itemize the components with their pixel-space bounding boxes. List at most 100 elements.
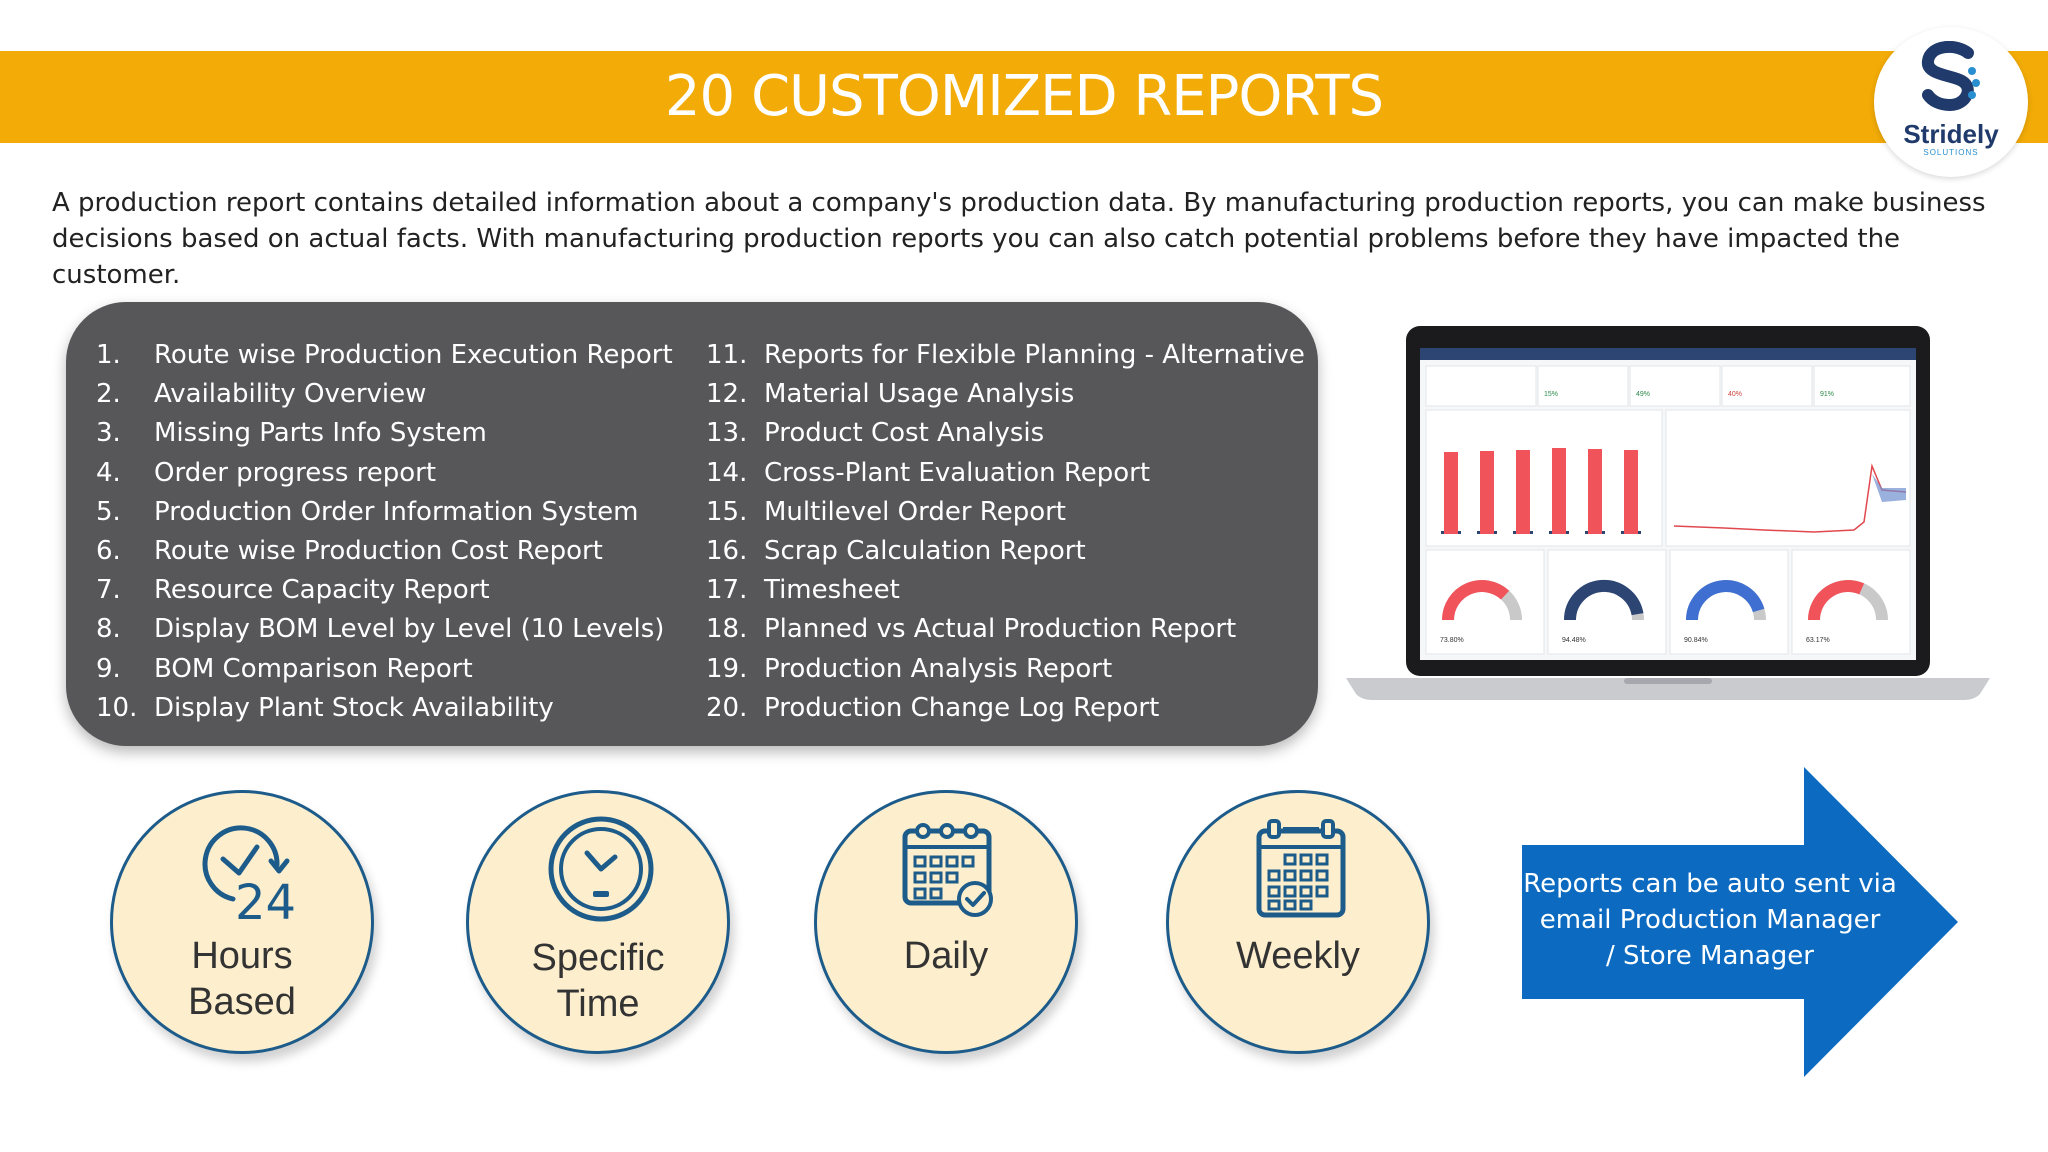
gauge-fill bbox=[1442, 580, 1510, 621]
kpi-card bbox=[1721, 365, 1813, 407]
report-number: 2. bbox=[96, 379, 121, 410]
report-label: Display Plant Stock Availability bbox=[154, 692, 554, 723]
report-item: 16. Scrap Calculation Report bbox=[706, 532, 1305, 571]
report-number: 18. bbox=[706, 614, 748, 645]
callout-text: Reports can be auto sent via email Produ… bbox=[1522, 866, 1898, 974]
stopwatch-icon bbox=[548, 816, 654, 922]
kpi-value: 49% bbox=[1636, 391, 1650, 398]
kpi-value: 15% bbox=[1544, 391, 1558, 398]
report-item: 3. Missing Parts Info System bbox=[96, 414, 673, 453]
report-number: 1. bbox=[96, 340, 121, 370]
report-label: Timesheet bbox=[764, 575, 900, 606]
logo-tagline: SOLUTIONS bbox=[1923, 148, 1979, 157]
kpi-card bbox=[1813, 365, 1911, 407]
gauge-card bbox=[1669, 549, 1789, 655]
report-item: 9. BOM Comparison Report bbox=[96, 650, 673, 689]
report-item: 14. Cross-Plant Evaluation Report bbox=[706, 454, 1305, 493]
report-item: 17. Timesheet bbox=[706, 571, 1305, 610]
reports-list-left: 1. Route wise Production Execution Report… bbox=[96, 336, 673, 728]
gauge-fill bbox=[1563, 579, 1644, 621]
report-label: Product Cost Analysis bbox=[764, 418, 1045, 449]
report-label: BOM Comparison Report bbox=[154, 653, 473, 684]
report-item: 12. Material Usage Analysis bbox=[706, 375, 1305, 414]
report-number: 20. bbox=[706, 692, 748, 723]
schedule-label: Daily bbox=[903, 935, 989, 977]
report-number: 16. bbox=[706, 535, 748, 566]
schedule-label: Weekly bbox=[1236, 935, 1360, 977]
report-number: 17. bbox=[706, 575, 748, 606]
report-number: 6. bbox=[96, 535, 121, 566]
report-number: 7. bbox=[96, 575, 121, 606]
schedule-label: Specific bbox=[531, 937, 665, 979]
schedule-label: Hours bbox=[191, 935, 293, 977]
gauge-value: 94.48% bbox=[1562, 637, 1586, 644]
kpi-row: 15% 49% 40% 91% bbox=[1425, 365, 1911, 407]
logo-s-mark-icon bbox=[1922, 41, 1980, 112]
report-label: Production Change Log Report bbox=[764, 692, 1160, 723]
report-label: Production Analysis Report bbox=[764, 653, 1113, 684]
report-number: 5. bbox=[96, 496, 121, 527]
report-item: 1. Route wise Production Execution Report bbox=[96, 336, 673, 375]
report-label: Planned vs Actual Production Report bbox=[764, 614, 1237, 645]
bar bbox=[1588, 449, 1602, 534]
report-label: Availability Overview bbox=[154, 379, 427, 410]
report-label: Material Usage Analysis bbox=[764, 379, 1075, 410]
report-item: 11. Reports for Flexible Planning - Alter… bbox=[706, 336, 1305, 375]
gauge-fill bbox=[1808, 580, 1865, 621]
schedule-specific-time: Specific Time bbox=[466, 790, 730, 1054]
callout-line: Reports can be auto sent via bbox=[1523, 869, 1897, 899]
gauge-value: 63.17% bbox=[1806, 637, 1830, 644]
reports-list-right: 11. Reports for Flexible Planning - Alter… bbox=[706, 336, 1305, 728]
laptop-base bbox=[1346, 678, 1990, 700]
report-number: 19. bbox=[706, 653, 748, 684]
line-chart-series bbox=[1673, 463, 1907, 533]
line-chart-band bbox=[1872, 474, 1906, 502]
report-item: 4. Order progress report bbox=[96, 454, 673, 493]
report-number: 15. bbox=[706, 496, 748, 527]
report-item: 15. Multilevel Order Report bbox=[706, 493, 1305, 532]
gauge-fill bbox=[1686, 580, 1765, 621]
report-item: 2. Availability Overview bbox=[96, 375, 673, 414]
logo-name: Stridely bbox=[1903, 119, 1999, 149]
report-label: Route wise Production Cost Report bbox=[154, 535, 603, 566]
report-item: 18. Planned vs Actual Production Report bbox=[706, 610, 1305, 649]
header-banner: 20 CUSTOMIZED REPORTS bbox=[0, 51, 2048, 143]
kpi-value: 40% bbox=[1728, 391, 1742, 398]
laptop-notch bbox=[1624, 678, 1712, 684]
report-label: Multilevel Order Report bbox=[764, 496, 1066, 527]
gauge-card bbox=[1791, 549, 1911, 655]
schedule-weekly: Weekly bbox=[1166, 790, 1430, 1054]
dashboard-topbar bbox=[1420, 348, 1916, 360]
report-number: 9. bbox=[96, 653, 121, 684]
gauge-value: 90.84% bbox=[1684, 637, 1708, 644]
report-number: 14. bbox=[706, 457, 748, 488]
report-label: Route wise Production Execution Report bbox=[154, 340, 673, 370]
report-item: 5. Production Order Information System bbox=[96, 493, 673, 532]
gauge-card bbox=[1425, 549, 1545, 655]
calendar-check-icon bbox=[902, 823, 993, 917]
svg-text:24: 24 bbox=[235, 875, 296, 923]
gauge-value: 73.80% bbox=[1440, 637, 1464, 644]
report-item: 10. Display Plant Stock Availability bbox=[96, 689, 673, 728]
report-item: 8. Display BOM Level by Level (10 Levels) bbox=[96, 610, 673, 649]
calendar-grid-icon bbox=[1256, 819, 1346, 918]
callout-line: / Store Manager bbox=[1606, 941, 1814, 971]
bar-chart bbox=[1441, 448, 1641, 534]
report-label: Cross-Plant Evaluation Report bbox=[764, 457, 1151, 488]
kpi-card bbox=[1629, 365, 1721, 407]
schedule-hours-based: 24 Hours Based bbox=[110, 790, 374, 1054]
kpi-value: 91% bbox=[1820, 391, 1834, 398]
callout-line: email Production Manager bbox=[1539, 905, 1881, 935]
report-label: Display BOM Level by Level (10 Levels) bbox=[154, 614, 665, 645]
report-label: Scrap Calculation Report bbox=[764, 535, 1086, 566]
gauge-row: 73.80% 94.48% 90.84% 63.17% bbox=[1425, 549, 1911, 655]
bar-chart-panel bbox=[1425, 409, 1663, 547]
schedule-label: Based bbox=[188, 981, 296, 1023]
gauge-card bbox=[1547, 549, 1667, 655]
intro-paragraph: A production report contains detailed in… bbox=[52, 188, 1986, 290]
report-item: 6. Route wise Production Cost Report bbox=[96, 532, 673, 571]
schedule-daily: Daily bbox=[814, 790, 1078, 1054]
report-item: 13. Product Cost Analysis bbox=[706, 414, 1305, 453]
schedule-label: Time bbox=[556, 983, 640, 1025]
report-number: 4. bbox=[96, 457, 121, 488]
